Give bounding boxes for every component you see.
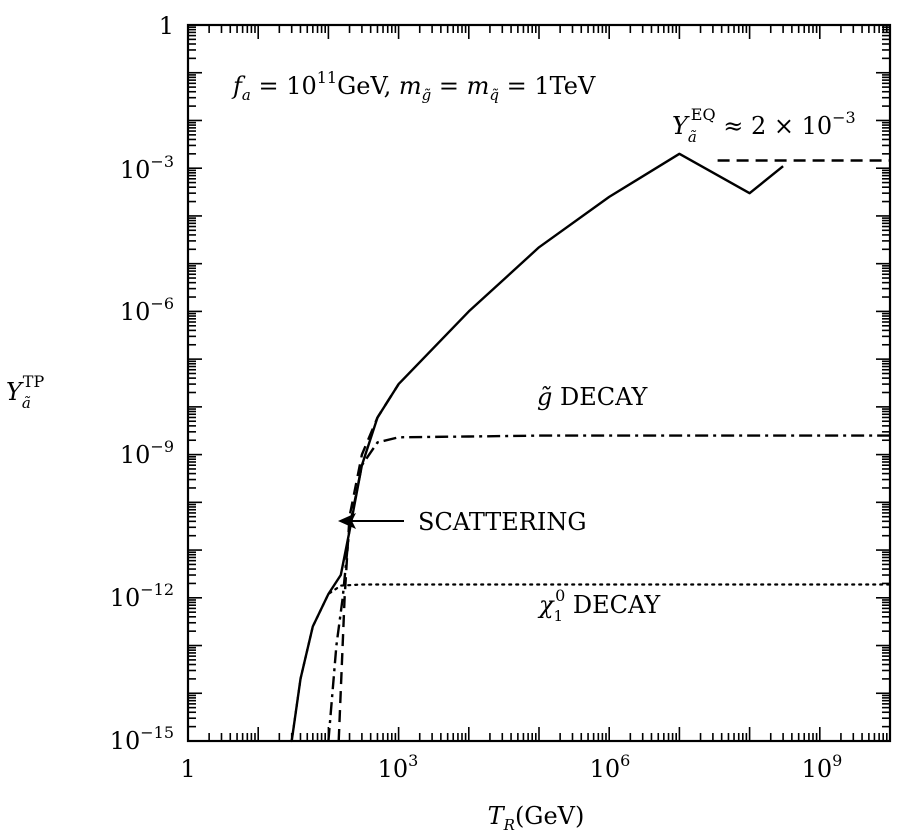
y-tick-label-1: 1 <box>159 12 174 40</box>
plot-frame <box>186 23 892 743</box>
y-tick-label-1e-12: 10−12 <box>110 580 174 612</box>
y-tick-label-1e-3: 10−3 <box>120 152 174 184</box>
y-tick-label-1e-6: 10−6 <box>120 294 174 326</box>
y-tick-label-1e-9: 10−9 <box>120 437 174 469</box>
series-g-decay-line <box>327 434 890 742</box>
x-tick-label-1: 1 <box>180 755 195 783</box>
x-axis-label: TR(GeV) <box>488 802 585 834</box>
series-scattering-line <box>337 383 400 742</box>
x-tick-label-1e9: 109 <box>802 751 843 783</box>
x-tick-label-1e6: 106 <box>590 751 631 783</box>
parameter-annotation: fa = 1011GeV, mg̃ = mq̃ = 1TeV <box>231 68 596 104</box>
series-decay-line <box>290 583 892 743</box>
y-tick-label-1e-15: 10−15 <box>110 723 174 755</box>
data-curves <box>290 152 892 743</box>
x-tick-label-1e3: 103 <box>378 751 419 783</box>
scattering-arrowhead <box>338 513 356 529</box>
scattering-label: SCATTERING <box>418 508 587 536</box>
y-axis-label: YãTP <box>6 372 44 412</box>
neutralino-decay-label: χ10 DECAY <box>537 586 661 625</box>
gluino-decay-label: g̃ DECAY <box>537 383 648 411</box>
equilibrium-annotation: YãEQ ≈ 2 × 10−3 <box>672 105 856 146</box>
